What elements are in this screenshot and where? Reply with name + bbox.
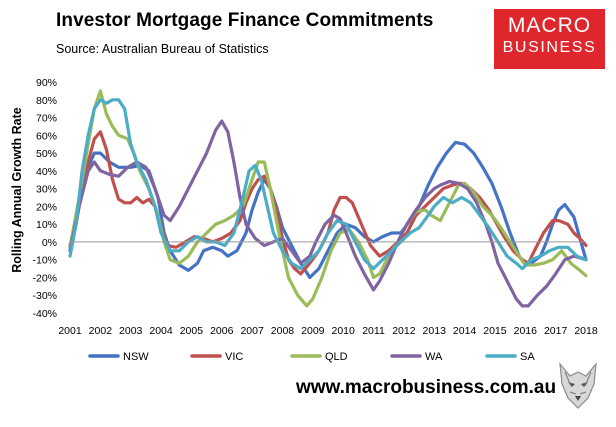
- page-title: Investor Mortgage Finance Commitments: [56, 10, 434, 31]
- y-axis-label: Rolling Annual Growth Rate: [10, 107, 24, 273]
- x-tick-label: 2011: [362, 325, 385, 337]
- x-tick-label: 2014: [453, 325, 477, 337]
- y-tick-label: 20%: [36, 201, 57, 213]
- y-tick-label: 40%: [36, 166, 57, 178]
- series-lines: [68, 89, 588, 308]
- series-line-wa: [68, 119, 588, 308]
- x-tick-label: 2004: [149, 325, 173, 337]
- y-tick-label: 50%: [36, 148, 57, 160]
- series-line-sa: [68, 98, 588, 271]
- legend-label-sa: SA: [520, 351, 535, 363]
- legend-label-qld: QLD: [325, 351, 348, 363]
- x-tick-label: 2017: [544, 325, 568, 337]
- y-axis-ticks: 90% 80% 70% 60% 50% 40% 30% 20% 10% 0% -10% -20% -30…: [32, 77, 57, 320]
- y-tick-label: -10%: [32, 255, 57, 267]
- wolf-logo-icon: [559, 362, 597, 409]
- x-tick-label: 2016: [514, 325, 538, 337]
- logo-line-2: BUSINESS: [502, 39, 597, 56]
- x-tick-label: 2008: [271, 325, 295, 337]
- x-tick-label: 2010: [331, 325, 355, 337]
- y-tick-label: 70%: [36, 113, 57, 125]
- y-tick-label: 90%: [36, 77, 57, 89]
- y-tick-label: 10%: [36, 219, 57, 231]
- website-url: www.macrobusiness.com.au: [296, 377, 557, 398]
- x-tick-label: 2002: [89, 325, 113, 337]
- y-tick-label: 0%: [42, 237, 57, 249]
- legend-label-nsw: NSW: [123, 351, 149, 363]
- y-tick-label: 30%: [36, 184, 57, 196]
- x-tick-label: 2013: [423, 325, 447, 337]
- series-line-vic: [68, 130, 588, 276]
- logo-line-1: MACRO: [507, 14, 592, 37]
- x-tick-label: 2001: [58, 325, 82, 337]
- x-tick-label: 2005: [180, 325, 204, 337]
- x-tick-label: 2003: [119, 325, 143, 337]
- y-tick-label: 80%: [36, 95, 57, 107]
- series-line-nsw: [68, 140, 588, 280]
- chart-subtitle: Source: Australian Bureau of Statistics: [56, 42, 269, 56]
- y-tick-label: 60%: [36, 130, 57, 142]
- y-tick-label: -20%: [32, 272, 57, 284]
- x-tick-label: 2006: [210, 325, 234, 337]
- x-tick-label: 2007: [240, 325, 264, 337]
- legend-label-wa: WA: [425, 351, 443, 363]
- chart-legend: NSW VIC QLD WA SA: [88, 351, 535, 363]
- x-tick-label: 2012: [392, 325, 416, 337]
- x-axis-ticks: 2001 2002 2003 2004 2005 2006 2007 2008 2009 2010…: [58, 325, 598, 337]
- x-tick-label: 2009: [301, 325, 325, 337]
- x-tick-label: 2015: [483, 325, 507, 337]
- legend-label-vic: VIC: [225, 351, 243, 363]
- x-tick-label: 2018: [574, 325, 598, 337]
- macro-business-logo: MACRO BUSINESS: [494, 9, 605, 69]
- y-tick-label: -30%: [32, 290, 57, 302]
- y-tick-label: -40%: [32, 308, 57, 320]
